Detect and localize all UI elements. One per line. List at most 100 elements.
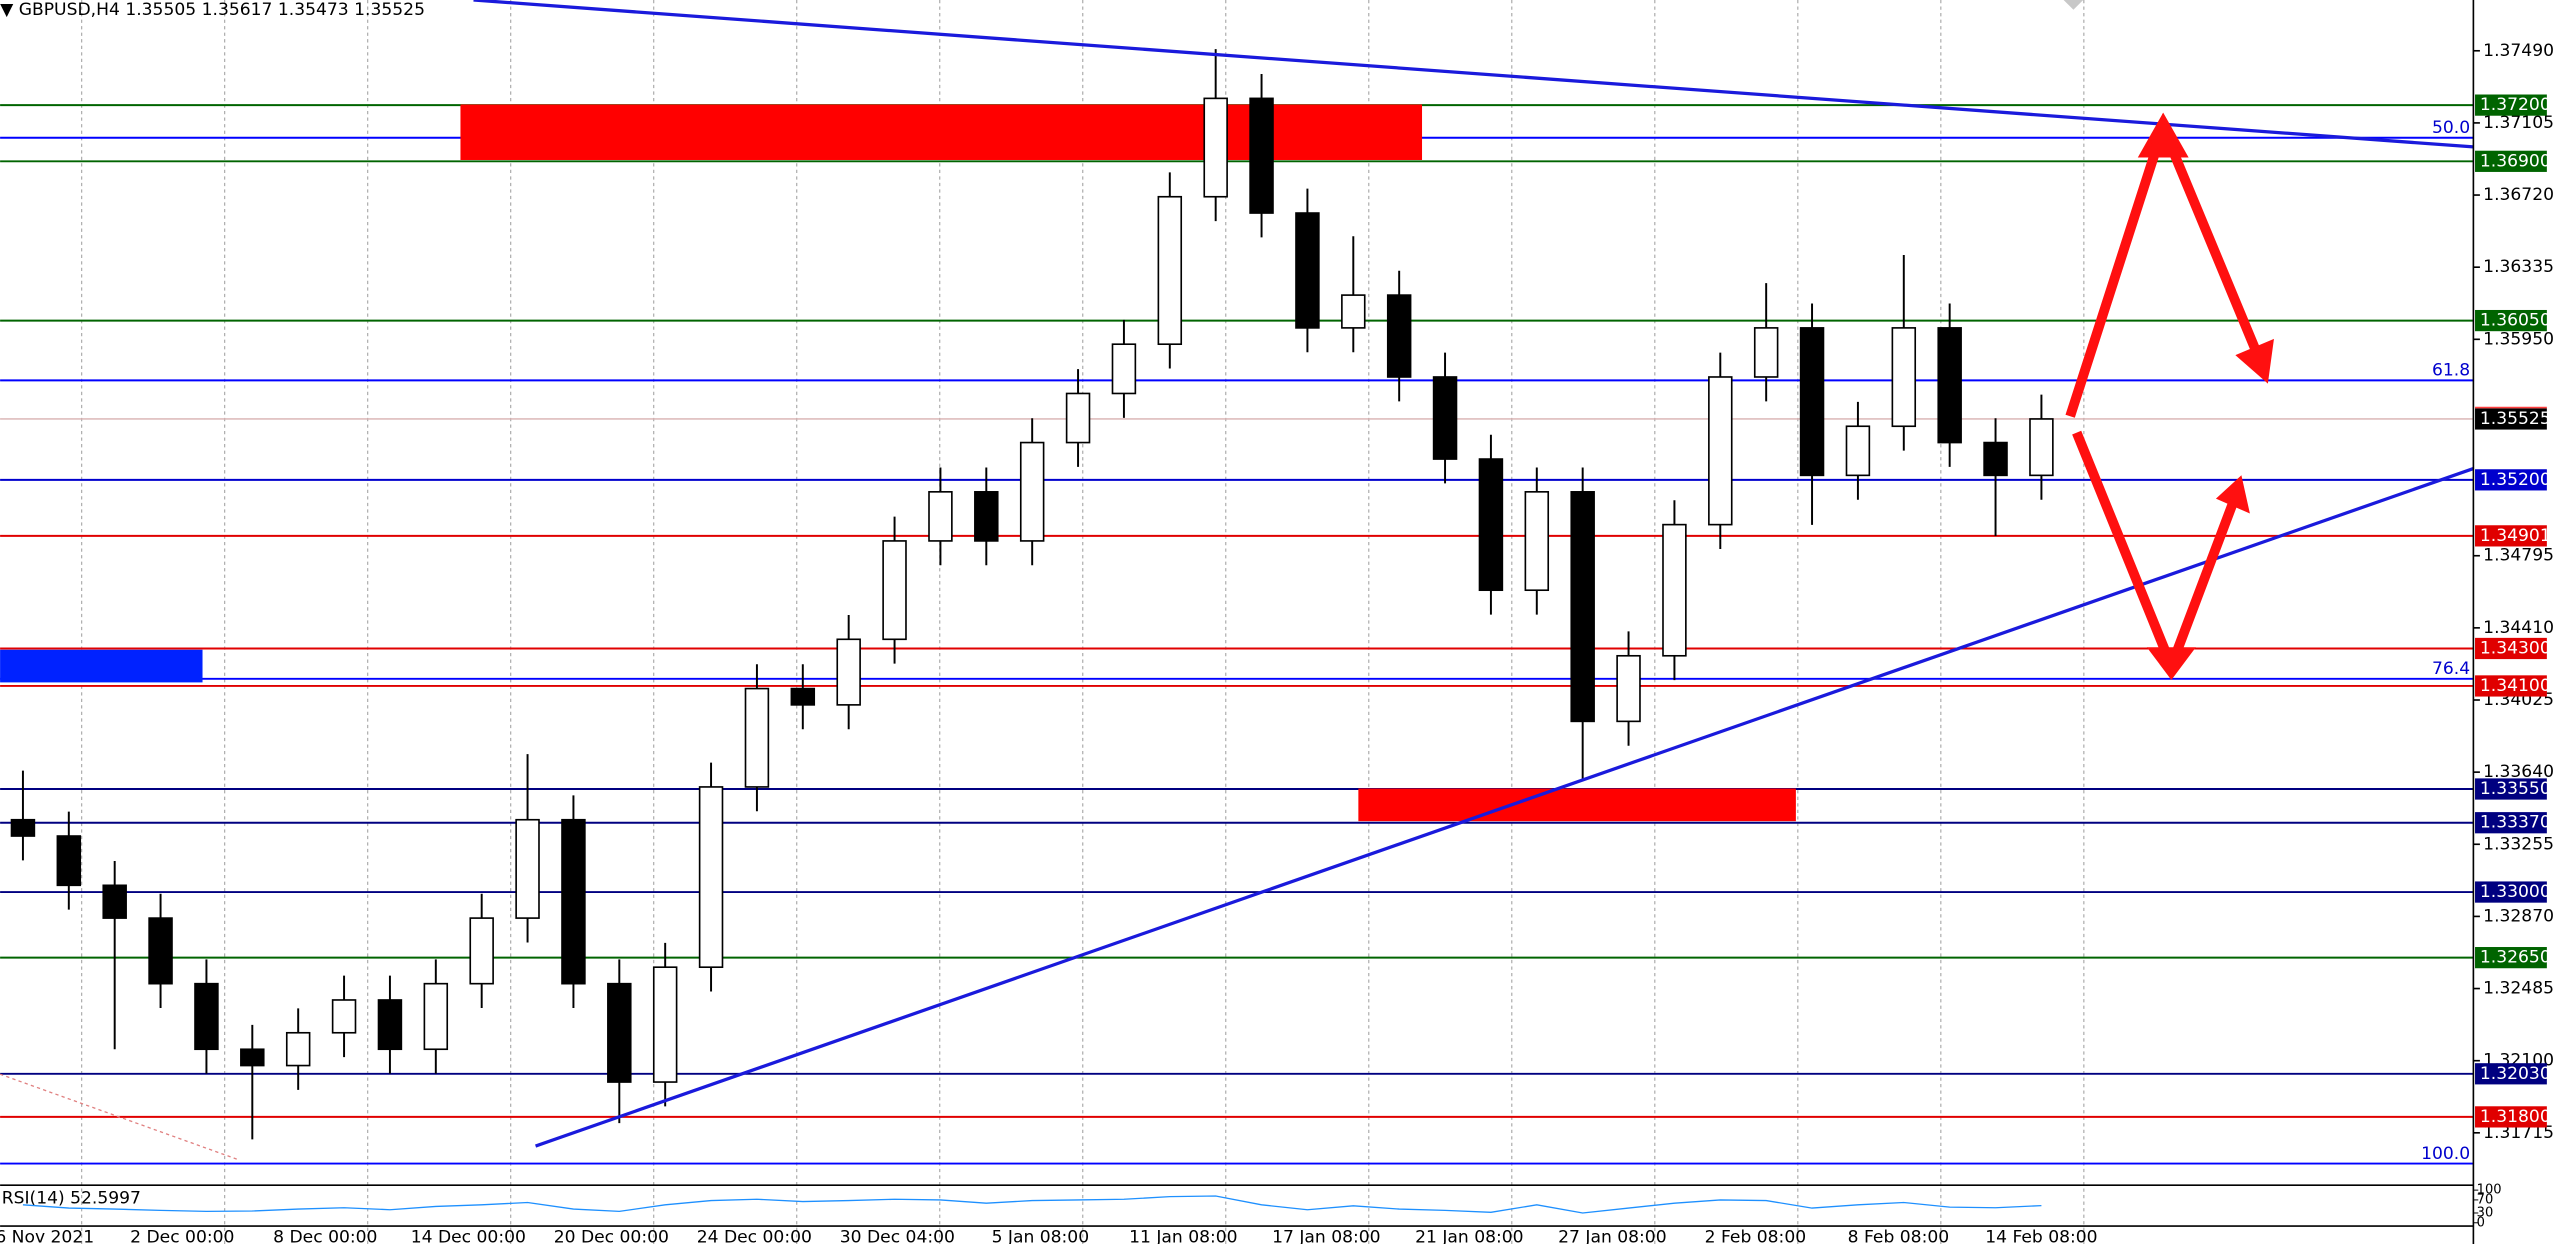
candle-body	[1432, 376, 1458, 460]
candle-body	[928, 491, 953, 542]
x-tick-label: 20 Dec 00:00	[554, 1227, 669, 1244]
candle-body	[423, 982, 449, 1051]
arrow-head	[2137, 112, 2274, 384]
price-label: 1.35525	[2480, 409, 2551, 429]
level-label: 1.32030	[2480, 1064, 2551, 1084]
fib-label: 76.4	[2432, 659, 2470, 679]
level-tag	[2475, 309, 2547, 332]
x-tick-label: 30 Dec 04:00	[840, 1227, 955, 1244]
candle-body	[10, 818, 36, 837]
arrow-head	[2146, 475, 2250, 680]
trend-line	[0, 1073, 238, 1160]
candle-body	[1799, 327, 1825, 477]
rsi-tick-label: 0	[2477, 1215, 2485, 1230]
candle-body	[1386, 294, 1412, 378]
x-tick-label: 2 Feb 08:00	[1705, 1227, 1806, 1244]
candle-body	[1708, 376, 1733, 526]
candle-body	[56, 835, 82, 887]
candle-body	[1616, 654, 1641, 723]
candle-body	[652, 966, 678, 1083]
header-value: 1.35473	[278, 0, 349, 20]
trend-line	[535, 466, 2474, 1148]
level-label: 1.33000	[2480, 882, 2551, 902]
candle-body	[1662, 523, 1687, 657]
y-tick-label: 1.37490	[2483, 41, 2554, 61]
level-label: 1.35200	[2480, 470, 2551, 490]
fib-label: 61.8	[2432, 361, 2470, 381]
candle-body	[194, 982, 219, 1051]
candle-body	[1937, 327, 1962, 444]
candle-body	[698, 786, 724, 969]
candle-body	[1295, 212, 1320, 329]
y-tick-label: 1.37105	[2483, 113, 2554, 133]
y-tick-label: 1.34795	[2483, 546, 2554, 566]
level-label: 1.34100	[2480, 676, 2551, 696]
x-tick-label: 21 Jan 08:00	[1415, 1227, 1523, 1244]
candle-body	[561, 818, 586, 985]
dropdown-icon[interactable]: ▼	[0, 0, 19, 20]
y-tick-label: 1.35950	[2483, 329, 2554, 349]
y-tick-label: 1.36335	[2483, 257, 2554, 277]
candle-body	[377, 999, 403, 1051]
candle-body	[1983, 441, 2008, 477]
level-tag	[2475, 675, 2547, 697]
level-tag	[2475, 947, 2547, 969]
level-tag	[2475, 469, 2547, 491]
x-tick-label: 26 Nov 2021	[0, 1227, 94, 1244]
level-label: 1.34901	[2480, 526, 2551, 546]
candle-body	[1203, 97, 1228, 198]
level-tag	[2475, 150, 2547, 172]
axis: 1.37490 1.37105 1.36720 1.36335 1.35950 1.347…	[0, 41, 2554, 1244]
level-tag	[2475, 1063, 2547, 1085]
fib-label: 100.0	[2421, 1144, 2470, 1164]
candle-body	[515, 818, 540, 919]
candle-body	[1065, 392, 1091, 444]
y-tick-label: 1.31715	[2483, 1123, 2554, 1143]
level-label: 1.31800	[2480, 1107, 2551, 1127]
candle-body	[882, 540, 907, 641]
header-value: 1.35525	[354, 0, 425, 20]
candle-body	[1341, 294, 1366, 329]
candle-body	[1753, 327, 1779, 378]
candle-body	[1524, 491, 1550, 592]
candle-body	[836, 638, 861, 706]
level-label: 1.33550	[2480, 779, 2551, 799]
candle-body	[102, 884, 127, 919]
rsi-tick-label: 30	[2477, 1205, 2494, 1220]
supply-zone	[460, 104, 1423, 160]
rsi-line	[22, 1195, 2042, 1214]
candle-body	[607, 982, 632, 1083]
symbol: GBPUSD,H4	[19, 0, 120, 20]
price-tag	[2475, 408, 2547, 430]
level-label: 1.36900	[2480, 151, 2551, 171]
y-tick-label: 1.36720	[2483, 185, 2554, 205]
candle-body	[469, 917, 494, 985]
x-tick-label: 14 Feb 08:00	[1985, 1227, 2097, 1244]
candle-body	[744, 687, 770, 788]
x-tick-label: 17 Jan 08:00	[1272, 1227, 1380, 1244]
candle-body	[1891, 327, 1917, 428]
x-tick-label: 14 Dec 00:00	[411, 1227, 526, 1244]
candle-body	[2029, 418, 2054, 477]
x-tick-label: 27 Jan 08:00	[1558, 1227, 1666, 1244]
candle-body	[1111, 343, 1137, 395]
marker	[2063, 0, 2084, 10]
x-tick-label: 8 Dec 00:00	[273, 1227, 377, 1244]
header-ohlc: 1.35505 1.35617 1.35473 1.35525	[120, 0, 425, 20]
level-tag	[2475, 881, 2547, 903]
level-label: 1.37200	[2480, 95, 2551, 115]
candle-body	[1845, 425, 1871, 477]
level-tag	[2475, 778, 2547, 800]
header-value: 1.35617	[202, 0, 273, 20]
candle-body	[148, 917, 173, 985]
fib-label: 50.0	[2432, 118, 2470, 138]
candle-body	[1478, 458, 1504, 592]
candle-body	[790, 687, 816, 706]
candles	[10, 49, 2054, 1140]
level-tag	[2475, 1106, 2547, 1128]
chart-title: ▼ GBPUSD,H4 1.35505 1.35617 1.35473 1.35…	[0, 0, 425, 20]
y-tick-label: 1.32485	[2483, 979, 2554, 999]
candle-body	[285, 1031, 311, 1067]
